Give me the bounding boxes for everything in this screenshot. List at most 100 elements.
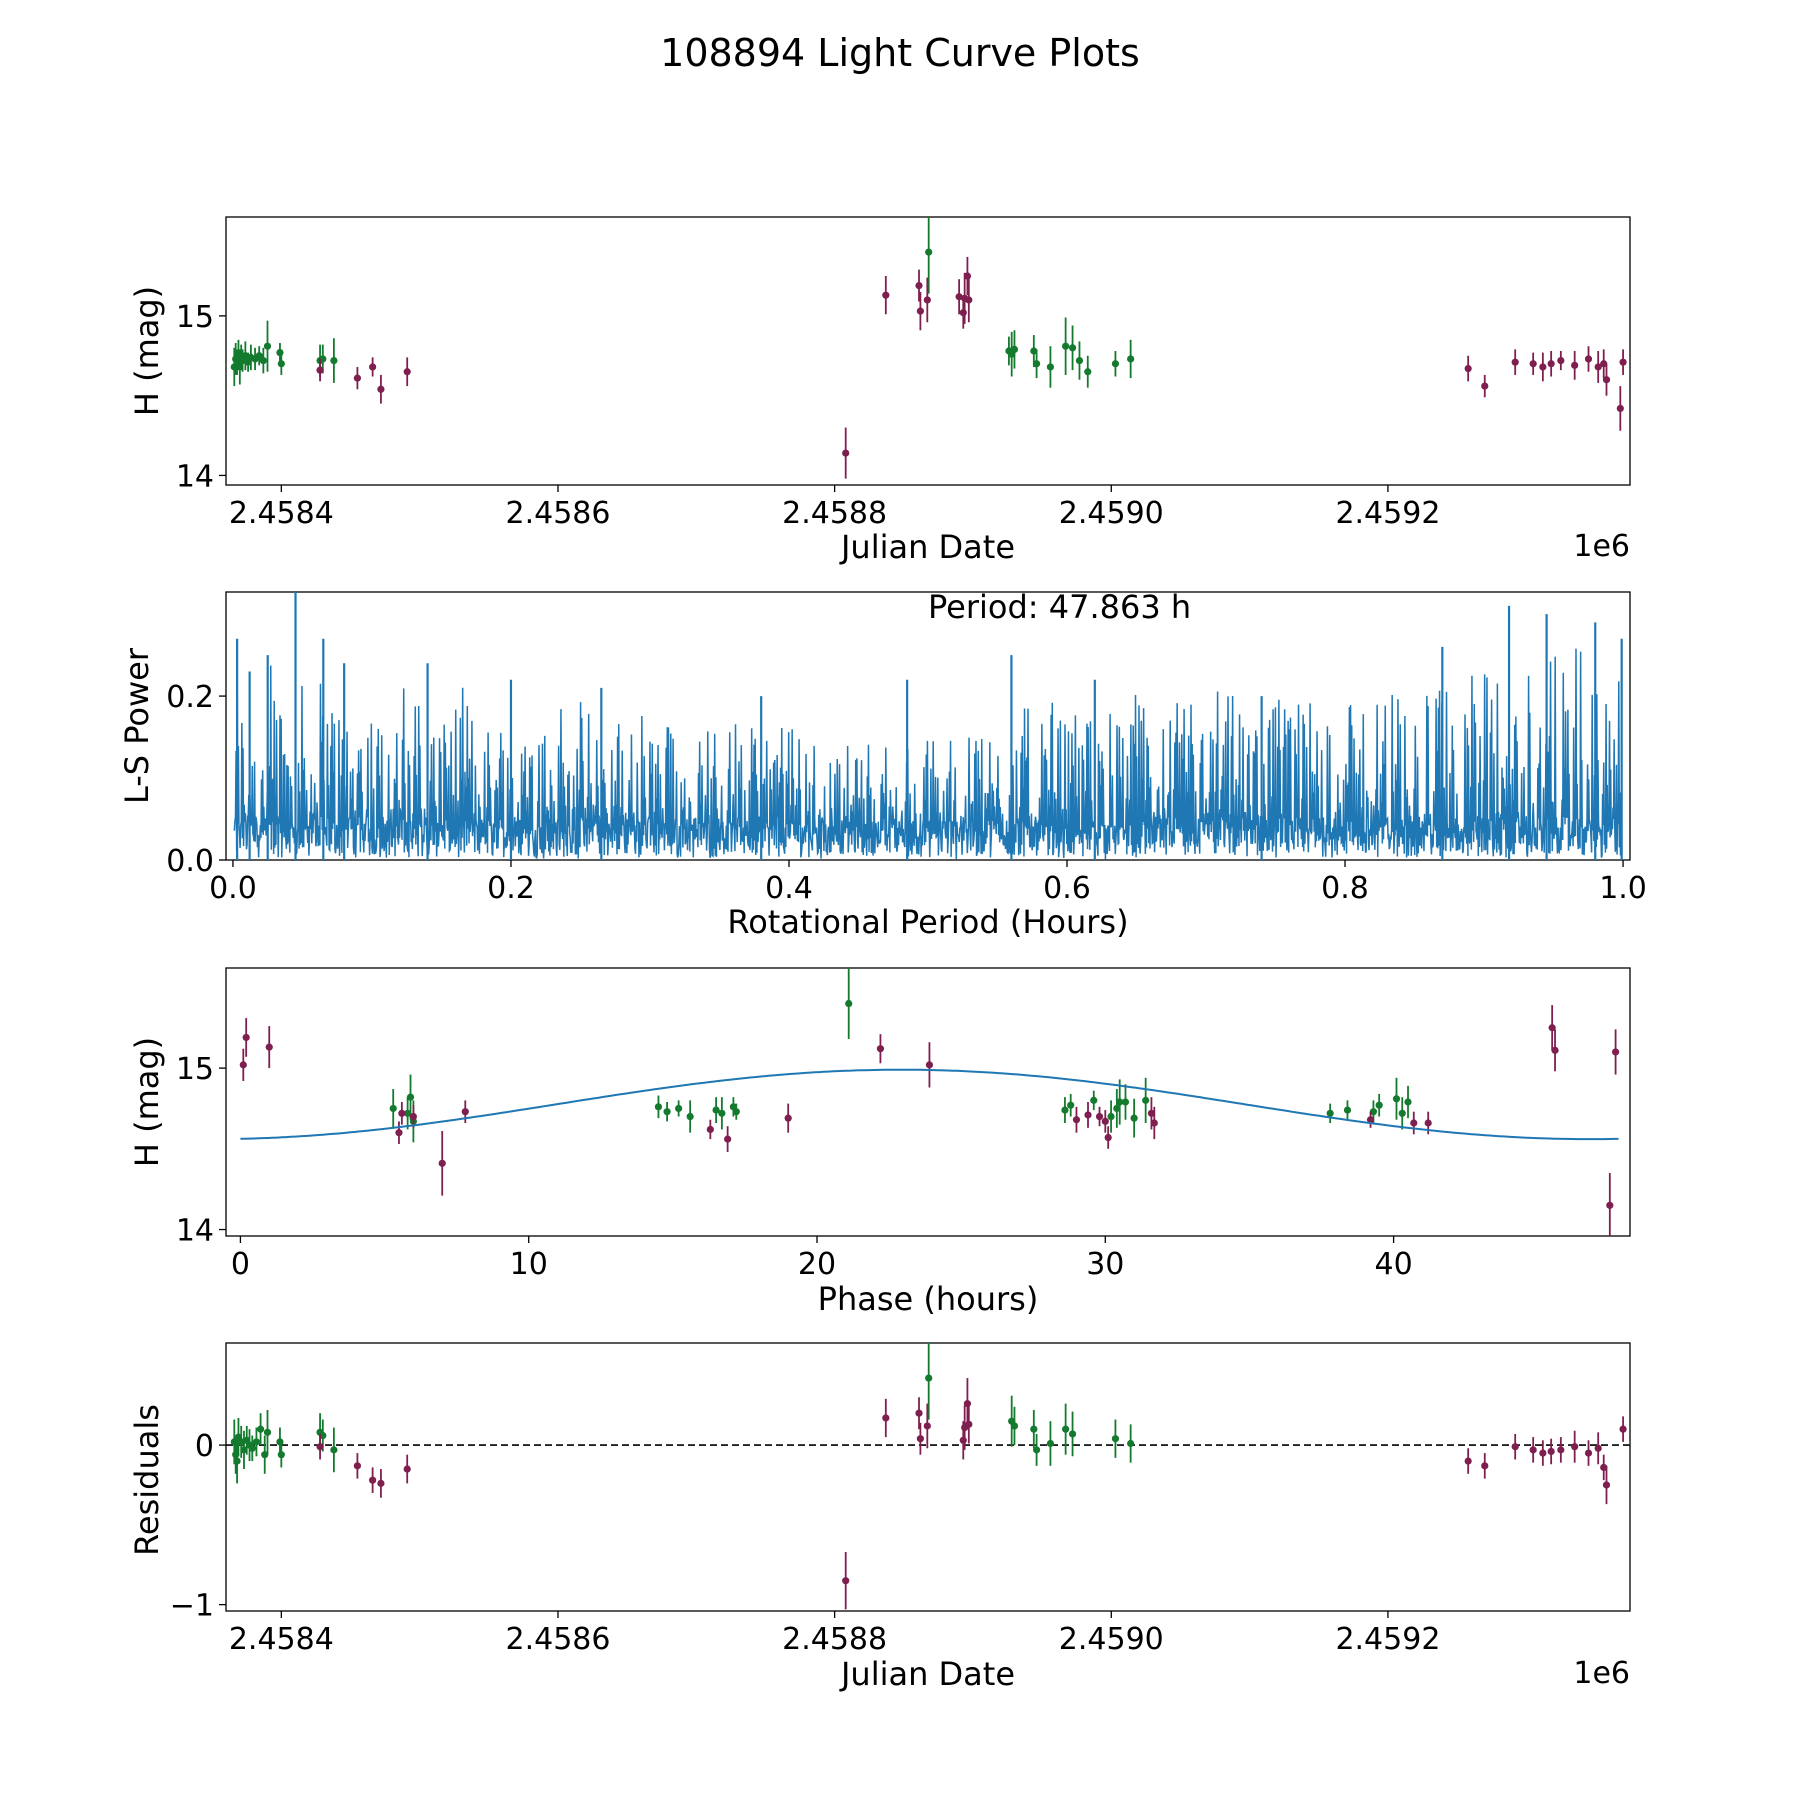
data-point: [241, 352, 249, 360]
data-point: [1600, 1463, 1608, 1472]
data-point: [248, 1444, 256, 1452]
data-point: [1398, 1109, 1406, 1117]
data-point: [842, 1577, 850, 1585]
data-point: [1150, 1119, 1158, 1127]
data-point: [1369, 1108, 1378, 1116]
data-point: [916, 1435, 924, 1443]
data-point: [409, 1112, 417, 1121]
data-point: [925, 248, 933, 256]
lightcurve-marks: [230, 217, 1630, 479]
data-point: [1539, 1449, 1547, 1457]
data-point: [876, 1045, 885, 1053]
data-point: [1130, 1114, 1138, 1122]
data-point: [1481, 1462, 1489, 1470]
phased-plot-frame: [225, 967, 1631, 1237]
x-tick-label: 2.4586: [505, 1622, 610, 1657]
model-curve: [240, 1068, 1619, 1141]
data-point: [1619, 1425, 1627, 1433]
data-point: [276, 1438, 284, 1446]
data-point: [398, 1109, 406, 1117]
data-point: [686, 1112, 694, 1121]
x-tick-label: 2.4592: [1335, 496, 1440, 531]
data-point: [1571, 361, 1579, 369]
y-tick-label: 0.0: [166, 844, 214, 879]
x-tick-label: 2.4584: [229, 496, 334, 531]
data-point: [1600, 360, 1608, 368]
data-point: [712, 1106, 720, 1114]
x-tick-label: 0.0: [209, 871, 257, 906]
data-point: [277, 360, 285, 368]
data-point: [1629, 1441, 1630, 1446]
periodogram-x-axis-label: Rotational Period (Hours): [727, 903, 1128, 941]
data-point: [252, 1438, 261, 1446]
data-point: [263, 342, 272, 350]
data-point: [369, 363, 377, 371]
data-point: [882, 1414, 890, 1422]
x-tick-label: 0.8: [1321, 871, 1369, 906]
data-point: [1481, 382, 1489, 390]
data-point: [959, 309, 967, 317]
data-point: [882, 291, 890, 299]
data-point: [1547, 360, 1555, 368]
data-point: [1030, 347, 1038, 355]
x-tick-label: 2.4584: [229, 1622, 334, 1657]
data-point: [261, 1451, 269, 1459]
data-point: [404, 1109, 412, 1117]
data-point: [1343, 1106, 1352, 1114]
data-point: [1084, 368, 1092, 376]
data-point: [718, 1109, 726, 1117]
data-point: [925, 1374, 933, 1382]
phased-ticks: 0 10 20 30 40 14 15: [176, 1052, 1413, 1282]
periodogram-line: [233, 648, 1623, 860]
data-point: [242, 1033, 250, 1042]
data-point: [240, 1446, 248, 1454]
data-point: [369, 1476, 377, 1484]
data-point: [1084, 1111, 1092, 1119]
x-tick-label: 2.4588: [782, 1622, 887, 1657]
data-point: [403, 1465, 411, 1473]
data-point: [233, 1457, 241, 1465]
data-point: [316, 366, 324, 374]
data-point: [1111, 360, 1120, 368]
data-point: [1010, 345, 1019, 354]
lightcurve-x-offset-label: 1e6: [1573, 529, 1630, 564]
periodogram-panel: 0.0 0.2 0.4 0.6 0.8 1.0 0.0 0.2 Period: 47.863 …: [118, 588, 1647, 941]
x-tick-label: 10: [510, 1247, 548, 1282]
y-tick-label: 14: [176, 1214, 214, 1249]
data-point: [1030, 1425, 1038, 1433]
data-point: [389, 1104, 397, 1113]
data-point: [438, 1159, 446, 1167]
y-tick-label: 15: [176, 300, 214, 335]
data-point: [1392, 1095, 1401, 1103]
data-point: [1147, 1109, 1156, 1117]
data-point: [959, 1436, 967, 1444]
data-point: [923, 1422, 931, 1430]
data-point: [1101, 1117, 1109, 1125]
data-point: [706, 1125, 714, 1134]
data-point: [1611, 1048, 1620, 1056]
data-point: [1410, 1119, 1418, 1127]
x-tick-label: 30: [1086, 1247, 1124, 1282]
x-tick-label: 0.2: [487, 871, 535, 906]
data-point: [353, 1462, 362, 1470]
residuals-x-offset-label: 1e6: [1573, 1656, 1630, 1691]
data-point: [330, 356, 338, 365]
data-point: [1062, 1425, 1070, 1433]
data-point: [1046, 363, 1055, 371]
x-tick-label: 40: [1375, 1247, 1413, 1282]
data-point: [1104, 1133, 1112, 1142]
data-point: [1326, 1109, 1334, 1117]
x-tick-label: 0: [231, 1247, 250, 1282]
data-point: [845, 999, 853, 1008]
data-point: [319, 355, 327, 363]
data-point: [1075, 356, 1084, 365]
data-point: [1095, 1112, 1104, 1121]
data-point: [1602, 1481, 1611, 1489]
data-point: [461, 1108, 469, 1116]
periodogram-plot-frame: [225, 591, 1631, 861]
x-tick-label: 20: [798, 1247, 836, 1282]
data-point: [1068, 1430, 1077, 1438]
data-point: [1068, 344, 1077, 352]
